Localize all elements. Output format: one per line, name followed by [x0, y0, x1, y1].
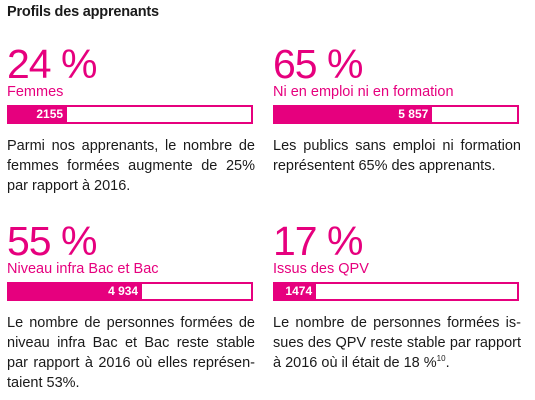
description-line: Le nombre de personnes formées is- — [273, 315, 521, 331]
stat-percent: 24 % — [7, 41, 97, 87]
stat-label: Femmes — [7, 84, 64, 100]
progress-bar-fill: 5 857 — [275, 107, 433, 122]
stat-percent: 55 % — [7, 218, 97, 264]
stat-description: Le nombre de personnes formées de niveau… — [7, 313, 255, 393]
progress-bar: 4 934 — [7, 282, 253, 301]
stat-description: Parmi nos apprenants, le nombre de femme… — [7, 136, 255, 196]
stat-block-neet: 65 % Ni en emploi ni en formation 5 857 … — [273, 44, 521, 176]
stat-percent: 65 % — [273, 41, 363, 87]
progress-bar: 2155 — [7, 105, 253, 124]
stat-label: Niveau infra Bac et Bac — [7, 261, 159, 277]
page-title: Profils des apprenants — [7, 4, 159, 20]
description-line: représentent 65% des apprenants. — [273, 158, 496, 174]
stat-description: Les publics sans emploi ni formation rep… — [273, 136, 521, 176]
description-line: Les publics sans emploi ni formation — [273, 138, 521, 154]
progress-bar-fill: 4 934 — [9, 284, 143, 299]
description-line: à 2016 où il était de 18 %10. — [273, 353, 521, 373]
description-line: Parmi nos apprenants, le nombre de — [7, 138, 255, 154]
description-line: sues des QPV reste stable par rapport — [273, 335, 521, 351]
bar-value: 4 934 — [108, 284, 139, 298]
sentence-period: . — [445, 355, 450, 371]
stat-block-education-level: 55 % Niveau infra Bac et Bac 4 934 Le no… — [7, 221, 255, 393]
description-line: Le nombre de personnes formées de — [7, 315, 255, 331]
footnote-marker: 10 — [436, 354, 446, 364]
stat-label: Issus des QPV — [273, 261, 369, 277]
stat-block-women: 24 % Femmes 2155 Parmi nos apprenants, l… — [7, 44, 255, 196]
description-line: femmes formées augmente de 25% — [7, 158, 255, 174]
bar-value: 1474 — [285, 284, 313, 298]
description-line-text: à 2016 où il était de 18 % — [273, 355, 437, 371]
stat-percent: 17 % — [273, 218, 363, 264]
progress-bar-fill: 2155 — [9, 107, 68, 122]
description-line: niveau infra Bac et Bac reste stable — [7, 335, 255, 351]
stat-description: Le nombre de personnes formées is- sues … — [273, 313, 521, 373]
description-line: taient 53%. — [7, 375, 80, 391]
bar-value: 5 857 — [398, 107, 429, 121]
progress-bar: 1474 — [273, 282, 519, 301]
description-line: par rapport à 2016. — [7, 178, 131, 194]
progress-bar-fill: 1474 — [275, 284, 317, 299]
bar-value: 2155 — [36, 107, 64, 121]
stat-block-qpv: 17 % Issus des QPV 1474 Le nombre de per… — [273, 221, 521, 373]
stat-label: Ni en emploi ni en formation — [273, 84, 454, 100]
description-line: par rapport à 2016 où elles représen- — [7, 355, 255, 371]
progress-bar: 5 857 — [273, 105, 519, 124]
